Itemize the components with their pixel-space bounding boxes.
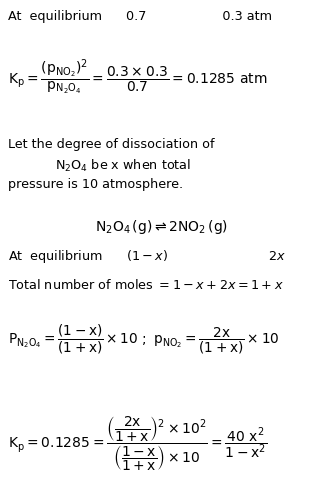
Text: $\mathrm{P_{N_2O_4} = \dfrac{(1-x)}{(1+x)} \times 10\ ;\ p_{NO_2} = \dfrac{2x}{(: $\mathrm{P_{N_2O_4} = \dfrac{(1-x)}{(1+x… (8, 323, 280, 356)
Text: $\mathrm{K_p = \dfrac{\left(p_{NO_2}\right)^2}{p_{N_2O_4}} = \dfrac{0.3 \times 0: $\mathrm{K_p = \dfrac{\left(p_{NO_2}\rig… (8, 58, 267, 97)
Text: $\mathrm{N_2O_4}$ be x when total: $\mathrm{N_2O_4}$ be x when total (55, 158, 191, 174)
Text: $\mathrm{K_p = 0.1285 = \dfrac{\left(\dfrac{2x}{1+x}\right)^2 \times 10^2}{\left: $\mathrm{K_p = 0.1285 = \dfrac{\left(\df… (8, 415, 267, 473)
Text: Let the degree of dissociation of: Let the degree of dissociation of (8, 138, 214, 151)
Text: At  equilibrium      $(1-x)$                         $2x$: At equilibrium $(1-x)$ $2x$ (8, 248, 287, 265)
Text: $\mathrm{N_2O_4\,(g) \rightleftharpoons 2NO_2\,(g)}$: $\mathrm{N_2O_4\,(g) \rightleftharpoons … (96, 218, 228, 236)
Text: pressure is 10 atmosphere.: pressure is 10 atmosphere. (8, 178, 183, 191)
Text: Total number of moles $= 1 - x + 2x = 1 + x$: Total number of moles $= 1 - x + 2x = 1 … (8, 278, 284, 292)
Text: At  equilibrium      0.7                   0.3 atm: At equilibrium 0.7 0.3 atm (8, 10, 272, 23)
